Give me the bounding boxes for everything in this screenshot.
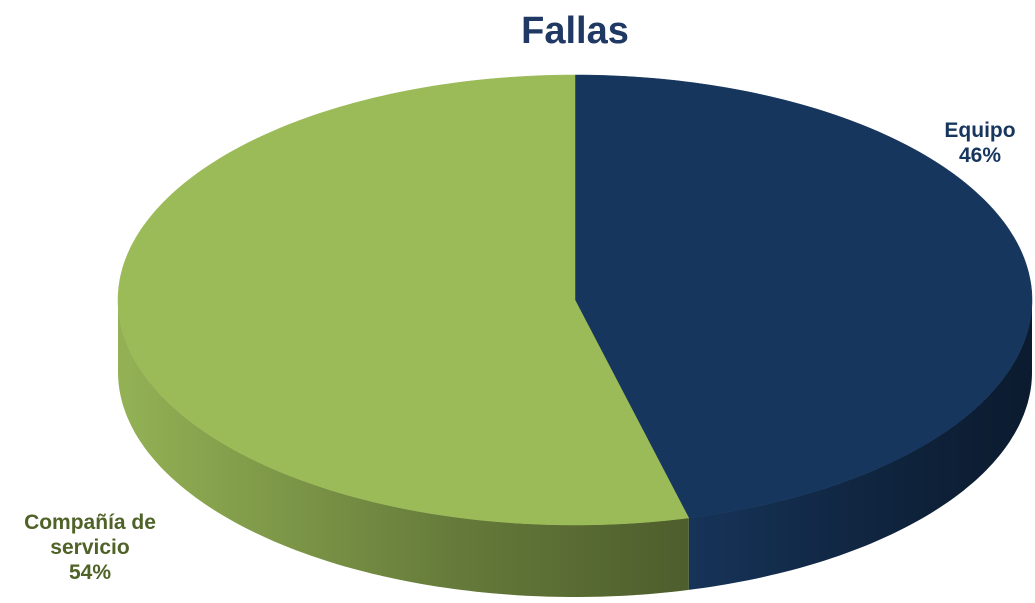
- label-value: 46%: [958, 144, 1002, 167]
- data-label: Compañía de servicio 54%: [0, 510, 180, 585]
- chart-title: Fallas: [521, 10, 629, 52]
- slice-side-shade: [118, 300, 689, 597]
- label-category: Compañía de servicio: [24, 511, 156, 559]
- slice-side-shade: [688, 300, 1032, 590]
- label-value: 54%: [68, 561, 112, 584]
- pie-slice: [574, 74, 1033, 519]
- label-category: Equipo: [944, 119, 1016, 142]
- pie-slice: [117, 74, 690, 526]
- data-label: Equipo 46%: [915, 118, 1035, 168]
